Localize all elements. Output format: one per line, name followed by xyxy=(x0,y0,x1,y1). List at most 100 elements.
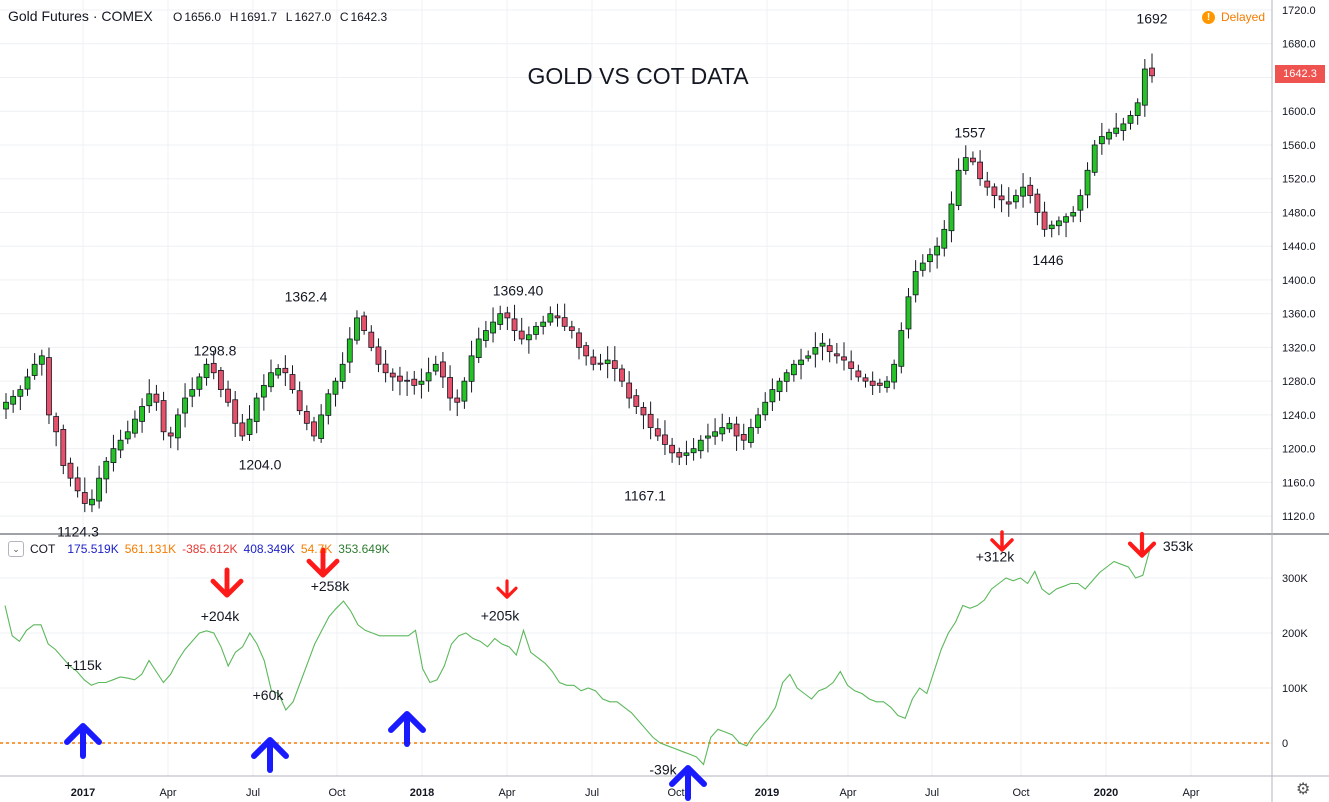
candle xyxy=(153,384,160,411)
candle xyxy=(1034,188,1041,226)
candle xyxy=(96,465,103,509)
ohlc-open-value: 1656.0 xyxy=(184,10,222,24)
candle-body xyxy=(762,401,769,416)
cot-legend-value-3: -385.612K xyxy=(182,542,238,556)
candle xyxy=(561,303,568,331)
candle xyxy=(576,328,582,360)
price-label: 1124.3 xyxy=(57,524,99,540)
candle xyxy=(669,437,676,463)
ohlc-close-value: 1642.3 xyxy=(350,10,388,24)
candle-body xyxy=(3,401,9,410)
candle-body xyxy=(619,368,625,382)
candle-body xyxy=(447,377,453,399)
candle xyxy=(253,392,260,434)
price-axis-label: 1480.0 xyxy=(1282,207,1316,219)
cot-annotation: +60k xyxy=(253,687,285,703)
price-axis-label: 1160.0 xyxy=(1282,477,1315,489)
candle xyxy=(633,389,640,415)
candle-body xyxy=(1127,115,1134,124)
candle-body xyxy=(604,359,611,365)
candle-body xyxy=(253,397,260,422)
candle xyxy=(884,376,890,393)
chevron-down-icon[interactable]: ⌄ xyxy=(8,541,24,557)
candle xyxy=(189,377,196,408)
candle xyxy=(475,327,482,363)
candle-body xyxy=(432,363,439,372)
candle-body xyxy=(397,375,403,382)
candle xyxy=(311,416,317,442)
candle-body xyxy=(540,321,547,327)
candle-body xyxy=(418,380,425,385)
candle-body xyxy=(662,434,668,445)
gear-icon[interactable]: ⚙ xyxy=(1296,781,1311,798)
candle xyxy=(583,341,590,366)
candle xyxy=(1141,59,1148,117)
candle-body xyxy=(740,434,747,441)
candle xyxy=(1041,201,1048,237)
candle-body xyxy=(705,435,711,439)
candle-body xyxy=(525,334,532,341)
candle xyxy=(375,338,382,373)
candle xyxy=(490,307,496,343)
cot-legend: ⌄ COT 175.519K 561.131K -385.612K 408.34… xyxy=(8,541,390,557)
delayed-status[interactable]: ! Delayed xyxy=(1202,10,1265,24)
candle xyxy=(640,402,647,430)
candle-body xyxy=(977,161,983,180)
candle xyxy=(776,377,783,401)
candle xyxy=(454,389,461,417)
price-label: 1557 xyxy=(954,124,985,140)
candle xyxy=(898,322,905,374)
candle-body xyxy=(454,397,461,403)
candle xyxy=(368,325,375,352)
candle-body xyxy=(955,169,962,206)
candle xyxy=(31,353,38,380)
candle-body xyxy=(282,367,289,374)
candle xyxy=(296,381,303,415)
candle-body xyxy=(425,372,432,382)
candle-body xyxy=(89,498,95,506)
candle xyxy=(1149,53,1155,83)
candle xyxy=(24,368,31,396)
candle-body xyxy=(812,347,819,355)
candle-body xyxy=(67,462,74,479)
candle-body xyxy=(1113,127,1120,134)
ohlc-high-key: H xyxy=(229,10,239,24)
symbol-title[interactable]: Gold Futures · COMEX xyxy=(8,8,153,24)
candle xyxy=(203,358,210,386)
price-axis-label: 1720.0 xyxy=(1282,5,1316,17)
candle-body xyxy=(583,345,590,357)
candle xyxy=(998,184,1005,213)
candle-body xyxy=(683,452,690,456)
candle-body xyxy=(1134,102,1141,116)
candle xyxy=(117,429,124,459)
ohlc-low-key: L xyxy=(285,10,293,24)
candle xyxy=(1077,189,1084,223)
candle-body xyxy=(117,439,124,451)
candle-body xyxy=(755,414,761,429)
candle xyxy=(1127,110,1134,130)
candle-body xyxy=(339,363,346,382)
candle xyxy=(798,348,804,380)
arrow-down-icon-head xyxy=(210,578,244,598)
candle-body xyxy=(576,332,582,348)
cot-annotation: -39k xyxy=(649,761,677,777)
cot-line xyxy=(4,548,1151,766)
candle xyxy=(196,373,203,397)
candle xyxy=(246,405,253,442)
candle xyxy=(1005,187,1012,217)
cot-legend-value-6: 353.649K xyxy=(338,542,390,556)
candle xyxy=(511,304,518,341)
candle xyxy=(1020,173,1026,208)
cot-legend-name[interactable]: COT xyxy=(30,542,56,556)
candle-body xyxy=(719,427,726,435)
candle-body xyxy=(1005,201,1012,205)
arrow-down-icon-head xyxy=(990,538,1014,552)
candle-body xyxy=(547,313,554,323)
candle xyxy=(1084,162,1091,209)
candle xyxy=(225,380,231,407)
candle-body xyxy=(325,393,332,416)
candle xyxy=(210,351,217,380)
candle-body xyxy=(912,271,919,296)
chart-title: GOLD VS COT DATA xyxy=(527,63,749,89)
